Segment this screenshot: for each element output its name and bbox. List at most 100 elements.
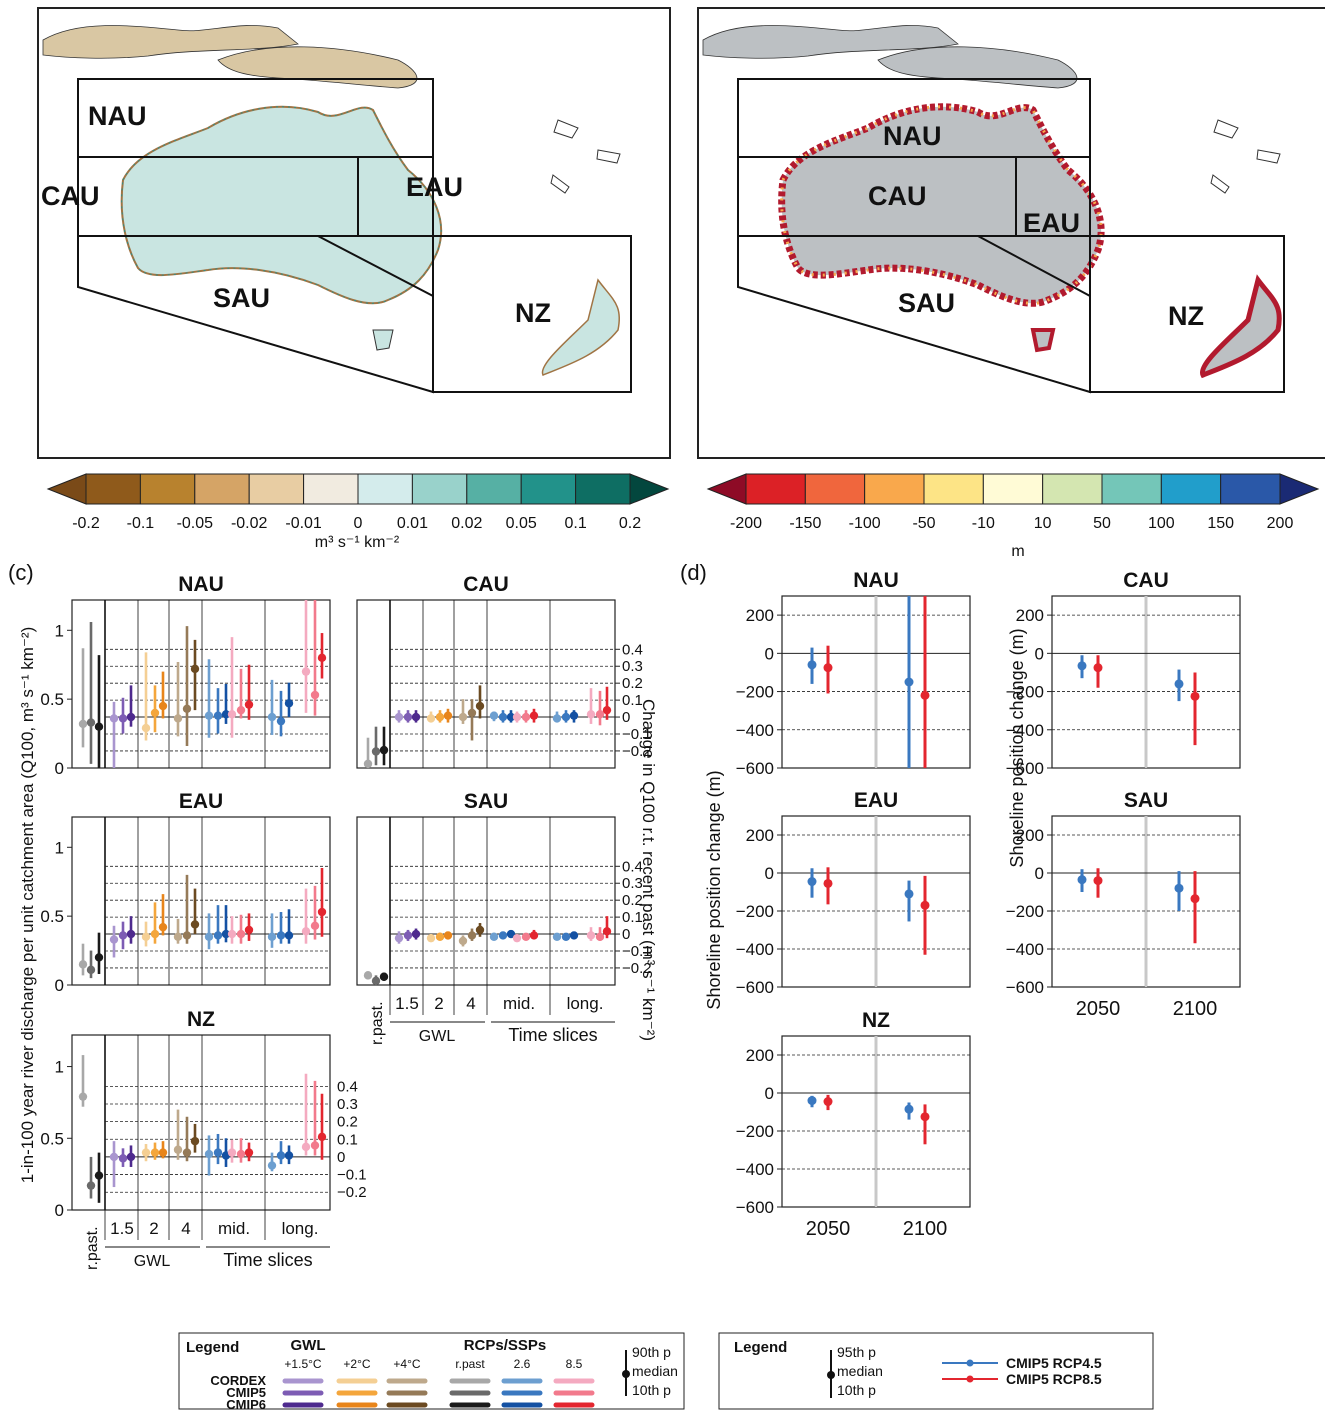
median-point [284, 1151, 294, 1160]
median-point [301, 667, 311, 676]
median-point [173, 714, 183, 723]
y2-tick-label: 0.2 [622, 675, 643, 692]
colorbar-swatch [575, 473, 631, 505]
median-point [150, 1148, 160, 1157]
legend-key-point [622, 1370, 630, 1378]
colorbar-swatch [923, 473, 984, 505]
legend-series-marker [966, 1359, 974, 1367]
median-point [118, 931, 128, 940]
y2-tick-label: 0.2 [622, 892, 643, 909]
median-point [363, 759, 373, 769]
colorbar-tick-label: -10 [972, 515, 995, 532]
median-point [78, 1092, 88, 1101]
group-label-time: Time slices [508, 1025, 597, 1045]
panel-title: NAU [853, 569, 899, 592]
y2-tick-label: −0.1 [622, 943, 652, 960]
group-label-time: Time slices [223, 1250, 312, 1270]
map-panel-b: NAU CAU EAU SAU NZ [697, 7, 1325, 459]
y-axis-label: 1-in-100 year river discharge per unit c… [18, 627, 37, 1183]
median-point [1190, 894, 1200, 904]
y-tick-label: 0.5 [40, 690, 64, 709]
tasmania [1030, 328, 1056, 353]
colorbar-tick-label: -150 [789, 515, 821, 532]
y-tick-label: −400 [1006, 721, 1044, 740]
region-label: CAU [41, 181, 100, 211]
median-point [458, 712, 468, 722]
y-tick-label: −200 [736, 683, 774, 702]
median-point [310, 921, 320, 930]
colorbar-tick-label: 0.2 [619, 515, 641, 532]
island-shape [42, 25, 299, 59]
colorbar-b: -200 -150 -100 -50 -10 10 50 100 150 200 m [706, 473, 1320, 560]
median-point [267, 1161, 277, 1170]
region-box-nz [1089, 235, 1285, 393]
panel-c: 00.51NAU−0.2−0.100.10.20.30.4CAU00.51EAU… [18, 573, 658, 1270]
median-point [435, 932, 445, 942]
colorbar-swatch [1101, 473, 1162, 505]
y-tick-label: −400 [736, 1160, 774, 1179]
median-point [284, 931, 294, 940]
island-shape [702, 25, 959, 59]
y-tick-label: 0 [1035, 864, 1044, 883]
colorbar-swatch [411, 473, 468, 505]
region-label: NZ [515, 298, 551, 328]
median-point [1093, 663, 1103, 673]
y-tick-label: 0 [55, 759, 64, 778]
tasmania [372, 329, 394, 351]
median-point [213, 1148, 223, 1157]
colorbar-tick-label: 0 [354, 515, 363, 532]
median-point [1174, 679, 1184, 689]
median-point [904, 677, 914, 687]
median-point [595, 932, 605, 942]
median-point [227, 1148, 237, 1157]
colorbar-swatch [864, 473, 925, 505]
median-point [426, 933, 436, 943]
x-tick-label: 2 [149, 1219, 158, 1238]
panel-title: CAU [1123, 569, 1169, 592]
legend-d: Legend 95th p median 10th p CMIP5 RCP4.5CMIP… [718, 1332, 1154, 1410]
median-point [276, 931, 286, 940]
colorbar-tick-label: 0.02 [451, 515, 482, 532]
colorbar-tick-label: -50 [912, 515, 935, 532]
legend-series-label: CMIP5 RCP4.5 [1006, 1355, 1102, 1371]
y2-tick-label: 0 [337, 1149, 345, 1166]
colorbar-tick-label: 0.01 [397, 515, 428, 532]
y-tick-label: 200 [1016, 826, 1044, 845]
median-point [552, 932, 562, 942]
median-point [158, 1148, 168, 1157]
panel-title: CAU [463, 573, 509, 596]
y2-tick-label: −0.2 [622, 743, 652, 760]
y-axis-label: Shoreline position change (m) [1007, 628, 1027, 867]
median-point [236, 929, 246, 939]
median-point [475, 925, 485, 935]
median-point [1093, 876, 1103, 886]
median-point [411, 712, 421, 722]
median-point [489, 711, 499, 720]
colorbar-swatch [303, 473, 359, 505]
median-point [586, 710, 596, 719]
colorbar-tick-label: -0.02 [231, 515, 268, 532]
plot-frame [356, 816, 616, 986]
median-point [512, 933, 522, 943]
island-shape [877, 46, 1078, 89]
median-point [561, 712, 571, 722]
legend-series-marker [966, 1375, 974, 1383]
region-label: EAU [1023, 208, 1080, 238]
colorbar-tick-label: 0.05 [506, 515, 537, 532]
y2-tick-label: 0.1 [622, 909, 643, 926]
median-point [78, 960, 88, 969]
y2-tick-label: 0.4 [622, 641, 643, 658]
colorbar-a: -0.2 -0.1 -0.05 -0.02 -0.01 0 0.01 0.02 0.05 0.1 0… [46, 473, 670, 551]
median-point [1077, 661, 1087, 671]
y2-tick-label: 0.4 [622, 858, 643, 875]
median-point [284, 699, 294, 708]
median-point [529, 931, 539, 940]
median-point [489, 932, 499, 942]
panel-title: NZ [862, 1009, 890, 1032]
x-tick-label: 4 [181, 1219, 190, 1238]
colorbar-swatch [248, 473, 305, 505]
group-label-gwl: GWL [134, 1253, 171, 1270]
median-point [394, 712, 404, 722]
y2-tick-label: −0.1 [622, 726, 652, 743]
y-tick-label: 0 [55, 1201, 64, 1220]
